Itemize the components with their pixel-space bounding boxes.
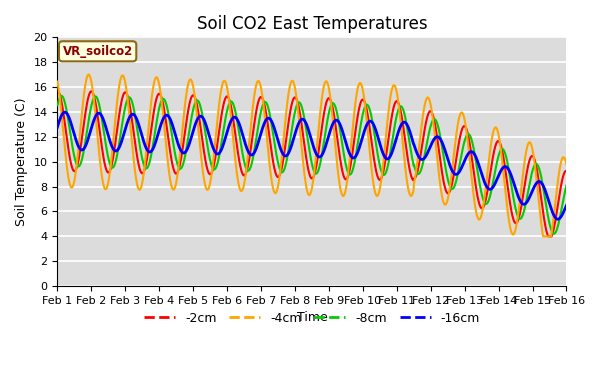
-4cm [114,93,121,98]
-4cm [290,80,297,84]
-2cm [280,153,287,158]
-2cm [54,89,61,93]
Line: -2cm: -2cm [58,91,566,236]
-4cm [94,130,101,135]
X-axis label: Time: Time [296,311,327,325]
-4cm [85,72,92,77]
-8cm [270,136,277,140]
-2cm [114,125,121,129]
-2cm [289,98,296,102]
-2cm [343,176,350,180]
-8cm [54,103,61,108]
-8cm [58,93,65,98]
-16cm [61,110,68,114]
-2cm [545,234,552,239]
Title: Soil CO2 East Temperatures: Soil CO2 East Temperatures [197,15,427,33]
-16cm [290,137,297,142]
-4cm [540,234,547,239]
-16cm [563,203,570,208]
-2cm [93,108,100,112]
-4cm [563,162,570,167]
-2cm [270,161,277,165]
Line: -8cm: -8cm [58,96,566,234]
-16cm [344,146,351,150]
-8cm [281,167,288,172]
-8cm [550,231,557,236]
-8cm [563,183,570,188]
-4cm [344,177,351,182]
-8cm [344,168,351,173]
-16cm [54,125,61,130]
Text: VR_soilco2: VR_soilco2 [62,45,133,58]
-8cm [94,96,101,100]
Line: -4cm: -4cm [58,74,566,236]
-2cm [563,169,570,173]
Legend: -2cm, -4cm, -8cm, -16cm: -2cm, -4cm, -8cm, -16cm [139,307,485,329]
Y-axis label: Soil Temperature (C): Soil Temperature (C) [15,98,28,226]
-16cm [94,112,101,116]
-16cm [554,217,562,222]
-16cm [114,147,121,152]
-16cm [281,153,288,158]
-4cm [270,188,277,193]
-4cm [54,79,61,84]
-4cm [281,130,288,135]
Line: -16cm: -16cm [58,112,566,219]
-16cm [270,124,277,129]
-8cm [290,117,297,122]
-8cm [114,149,121,154]
